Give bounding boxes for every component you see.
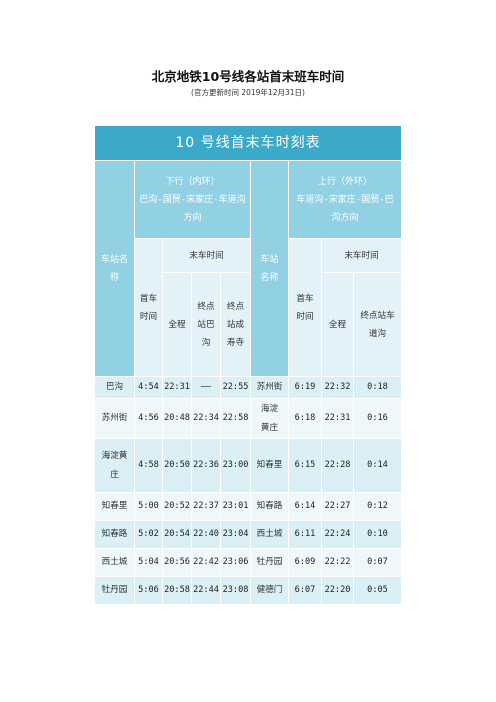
station-up: 牡丹园 <box>250 548 289 577</box>
station-up: 知春路 <box>250 492 289 521</box>
last-train-bagou: 22:36 <box>191 438 221 493</box>
first-train-down: 5:00 <box>134 492 163 521</box>
last-train-full-up: 22:20 <box>321 576 354 605</box>
last-train-chedaogou: 0:18 <box>352 376 403 399</box>
terminal-bagou-header: 终点站巴沟 <box>191 272 221 377</box>
first-train-down: 5:06 <box>134 576 163 605</box>
last-train-bagou: 22:40 <box>191 520 221 549</box>
station-up: 西土城 <box>250 520 289 549</box>
last-train-chengshousi: 23:08 <box>220 576 251 605</box>
last-train-full-down: 20:54 <box>162 520 192 549</box>
last-train-chedaogou: 0:05 <box>352 576 403 605</box>
full-route-header-down: 全程 <box>162 272 192 377</box>
up-direction-route: 车道沟-宋家庄-国贸-巴沟方向 <box>296 194 394 223</box>
station-up: 知春里 <box>250 438 289 493</box>
last-train-chengshousi: 22:58 <box>220 398 251 439</box>
last-train-chedaogou: 0:16 <box>352 398 403 439</box>
last-train-chedaogou: 0:12 <box>352 492 403 521</box>
station-down: 西土城 <box>94 548 135 577</box>
timetable: 10 号线首末车时刻表 车站名称 下行（内环） 巴沟-国贸-宋家庄-车道沟方向 … <box>93 125 403 605</box>
last-train-chedaogou: 0:14 <box>352 438 403 493</box>
last-train-full-down: 20:48 <box>162 398 192 439</box>
table-caption: 10 号线首末车时刻表 <box>93 125 403 161</box>
last-train-full-up: 22:27 <box>321 492 354 521</box>
first-train-down: 4:58 <box>134 438 163 493</box>
last-train-full-down: 20:58 <box>162 576 192 605</box>
down-direction-header: 下行（内环） 巴沟-国贸-宋家庄-车道沟方向 <box>134 160 251 239</box>
last-train-chengshousi: 23:06 <box>220 548 251 577</box>
last-train-full-down: 20:52 <box>162 492 192 521</box>
first-train-up: 6:15 <box>288 438 322 493</box>
station-down: 知春里 <box>94 492 135 521</box>
station-up: 健德门 <box>250 576 289 605</box>
first-train-down: 5:04 <box>134 548 163 577</box>
last-train-chengshousi: 23:04 <box>220 520 251 549</box>
last-train-full-up: 22:28 <box>321 438 354 493</box>
station-header-down: 车站名称 <box>94 160 135 377</box>
first-train-up: 6:07 <box>288 576 322 605</box>
station-down: 巴沟 <box>94 376 135 399</box>
first-train-down: 4:56 <box>134 398 163 439</box>
down-direction-label: 下行（内环） <box>165 176 220 187</box>
last-train-full-down: 20:56 <box>162 548 192 577</box>
first-train-down: 4:54 <box>134 376 163 399</box>
first-train-up: 6:19 <box>288 376 322 399</box>
station-down: 牡丹园 <box>94 576 135 605</box>
last-train-header-up: 末车时间 <box>320 238 403 273</box>
table-row: 知春路 5:02 20:54 22:40 23:04 西土城 6:11 22:2… <box>94 520 403 549</box>
station-up: 苏州街 <box>250 376 289 399</box>
station-down: 海淀黄庄 <box>94 438 135 493</box>
last-train-chedaogou: 0:07 <box>352 548 403 577</box>
first-train-up: 6:09 <box>288 548 322 577</box>
last-train-full-down: 22:31 <box>162 376 192 399</box>
last-train-header-down: 末车时间 <box>162 238 251 273</box>
last-train-full-up: 22:32 <box>321 376 354 399</box>
table-row: 苏州街 4:56 20:48 22:34 22:58 海淀黄庄 6:18 22:… <box>94 398 403 439</box>
table-row: 西土城 5:04 20:56 22:42 23:06 牡丹园 6:09 22:2… <box>94 548 403 577</box>
last-train-chedaogou: 0:10 <box>352 520 403 549</box>
terminal-chedaogou-header: 终点站车道沟 <box>352 272 403 377</box>
last-train-bagou: 22:34 <box>191 398 221 439</box>
last-train-chengshousi: 23:00 <box>220 438 251 493</box>
last-train-chengshousi: 23:01 <box>220 492 251 521</box>
table-row: 牡丹园 5:06 20:58 22:44 23:08 健德门 6:07 22:2… <box>94 576 403 605</box>
table-row: 知春里 5:00 20:52 22:37 23:01 知春路 6:14 22:2… <box>94 492 403 521</box>
first-train-down: 5:02 <box>134 520 163 549</box>
table-row: 海淀黄庄 4:58 20:50 22:36 23:00 知春里 6:15 22:… <box>94 438 403 493</box>
first-train-up: 6:14 <box>288 492 322 521</box>
station-down: 知春路 <box>94 520 135 549</box>
table-row: 巴沟 4:54 22:31 —— 22:55 苏州街 6:19 22:32 0:… <box>94 376 403 399</box>
first-train-header-up: 首车时间 <box>288 238 322 377</box>
first-train-up: 6:18 <box>288 398 322 439</box>
last-train-chengshousi: 22:55 <box>220 376 251 399</box>
last-train-full-up: 22:31 <box>321 398 354 439</box>
document-subtitle: (官方更新时间 2019年12月31日) <box>191 88 305 97</box>
last-train-bagou: 22:44 <box>191 576 221 605</box>
down-direction-route: 巴沟-国贸-宋家庄-车道沟方向 <box>139 194 246 223</box>
document-title: 北京地铁10号线各站首末班车时间 <box>151 69 345 84</box>
station-down: 苏州街 <box>94 398 135 439</box>
first-train-up: 6:11 <box>288 520 322 549</box>
up-direction-label: 上行（外环） <box>318 176 373 187</box>
station-up: 海淀黄庄 <box>250 398 289 439</box>
terminal-chengshousi-header: 终点站成寿寺 <box>220 272 251 377</box>
first-train-header-down: 首车时间 <box>134 238 163 377</box>
last-train-full-up: 22:24 <box>321 520 354 549</box>
last-train-bagou: —— <box>191 376 221 399</box>
last-train-full-down: 20:50 <box>162 438 192 493</box>
last-train-bagou: 22:42 <box>191 548 221 577</box>
last-train-full-up: 22:22 <box>321 548 354 577</box>
last-train-bagou: 22:37 <box>191 492 221 521</box>
full-route-header-up: 全程 <box>321 272 354 377</box>
up-direction-header: 上行（外环） 车道沟-宋家庄-国贸-巴沟方向 <box>287 160 403 239</box>
station-header-up: 车站名称 <box>250 160 289 377</box>
